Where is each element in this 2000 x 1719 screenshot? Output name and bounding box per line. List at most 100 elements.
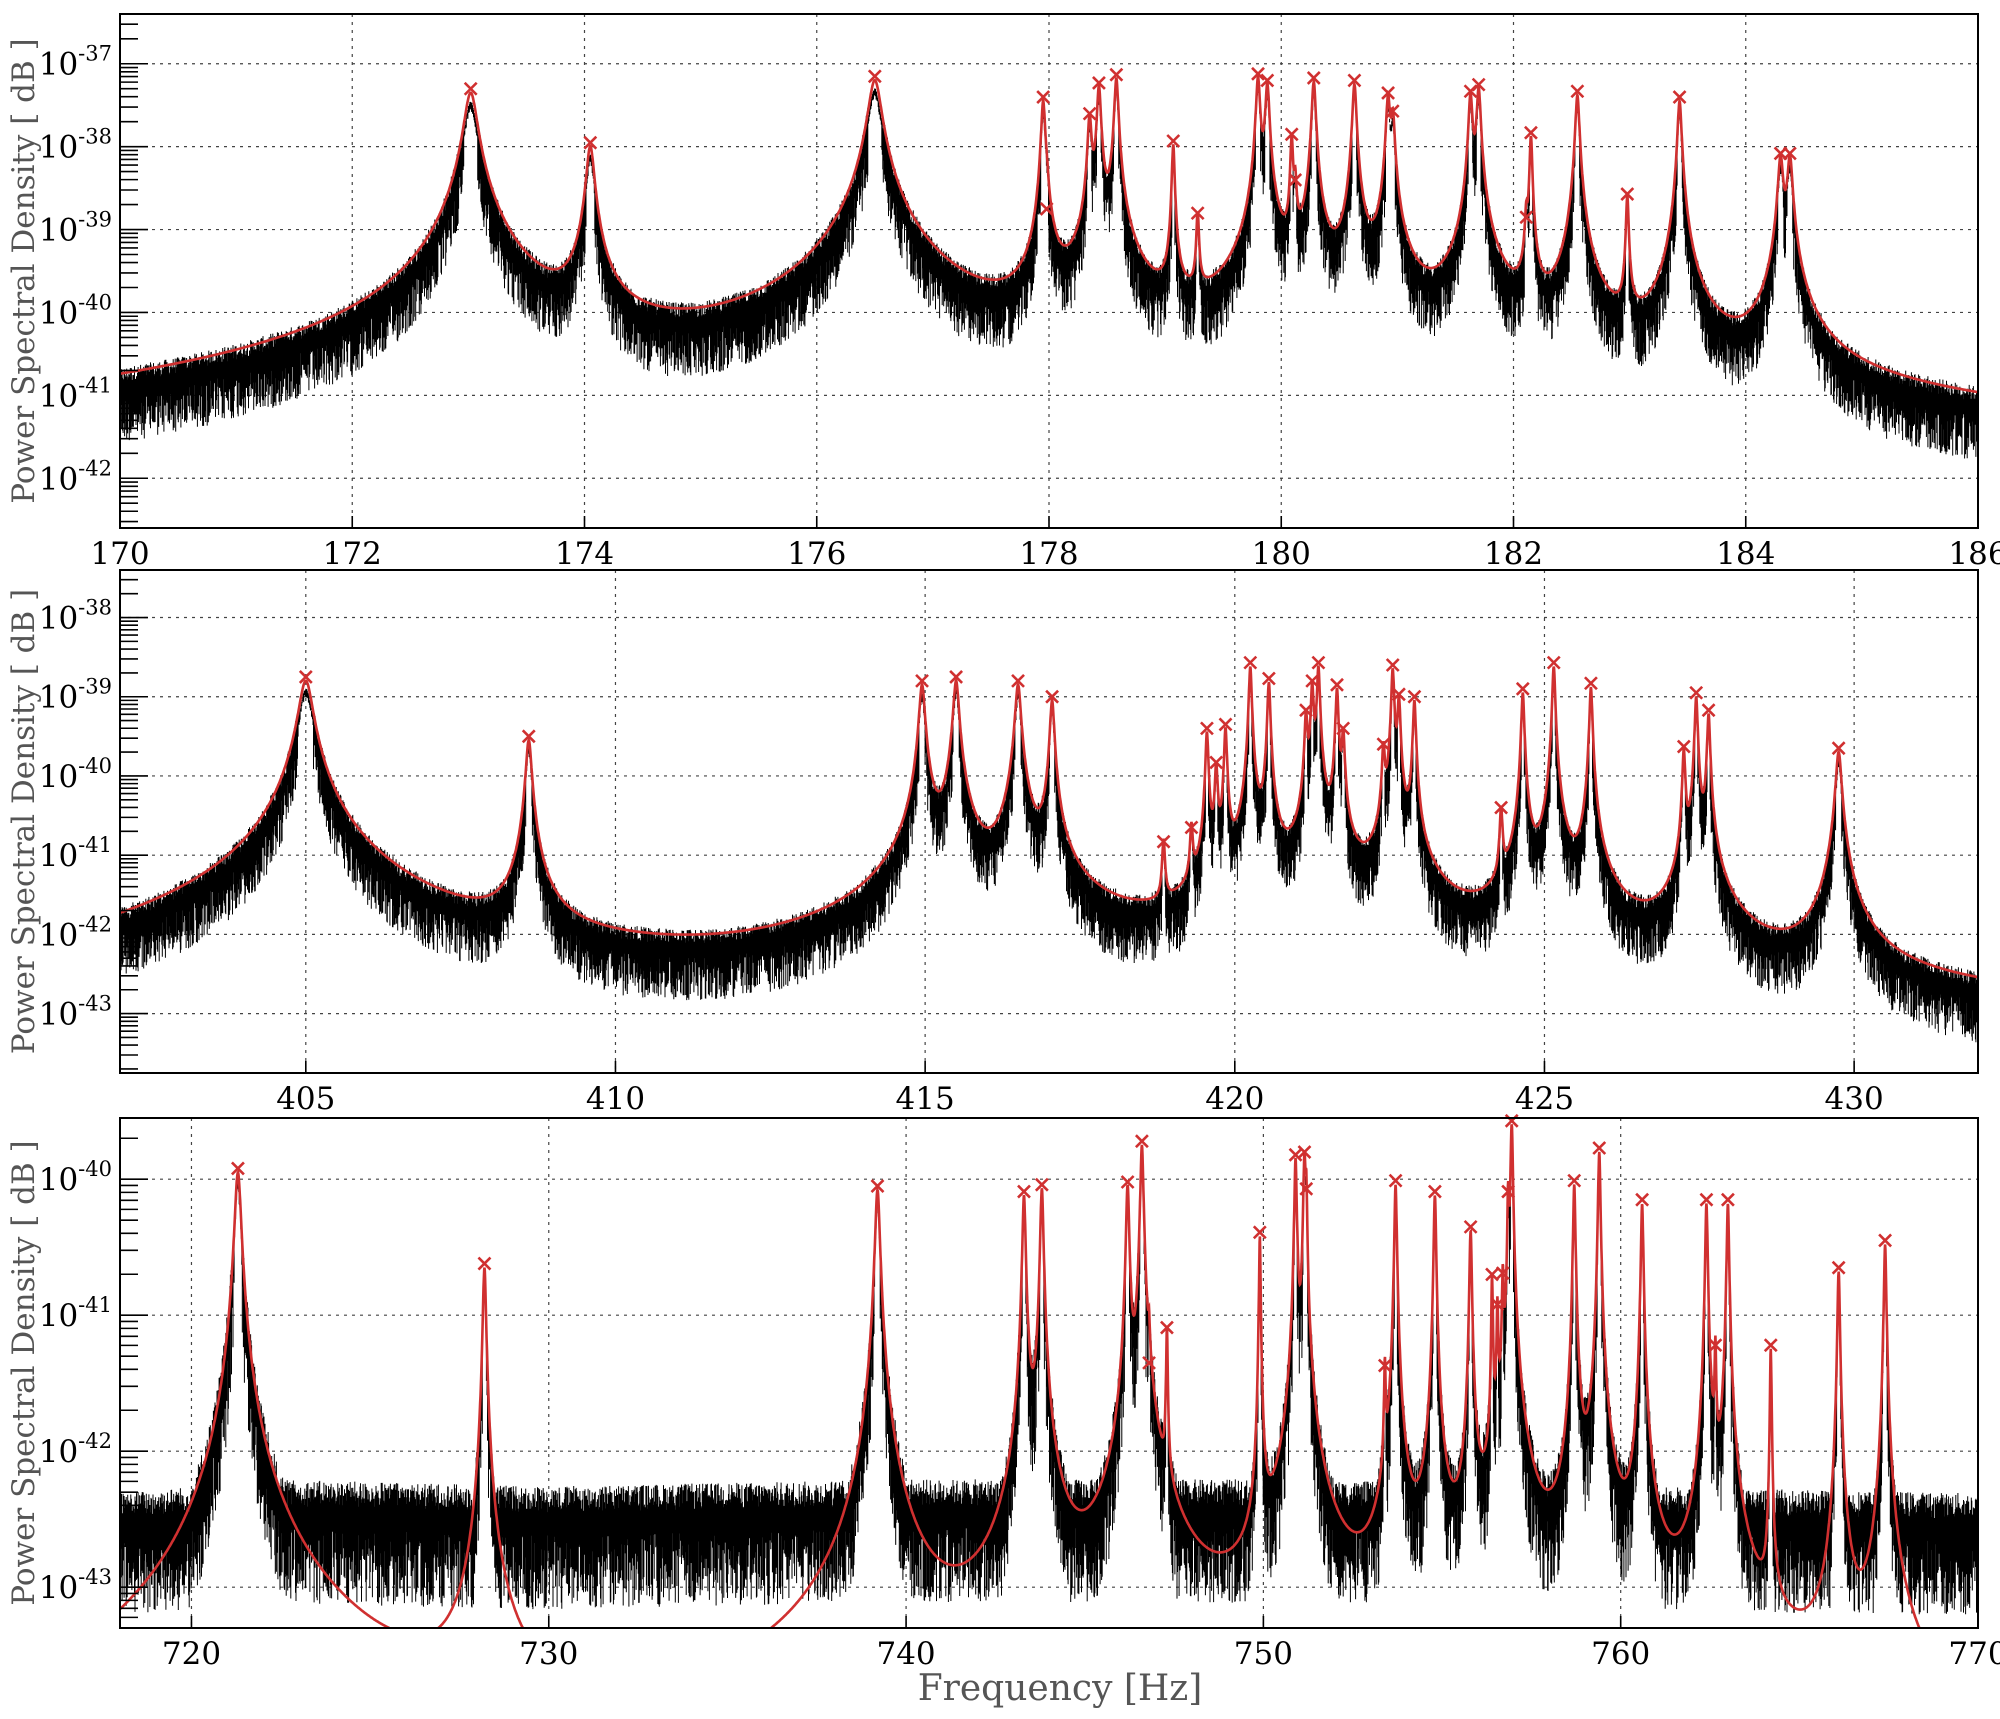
peak-marker — [1036, 90, 1051, 104]
peak-marker — [915, 673, 929, 688]
peak-marker — [1501, 1184, 1516, 1199]
peak-marker — [867, 69, 882, 84]
plot-frame — [119, 13, 1979, 529]
fit-curve — [120, 665, 1978, 979]
peak-marker — [949, 669, 964, 684]
peak-marker — [1166, 134, 1181, 148]
y-tick-label: 10-39 — [39, 675, 112, 716]
peak-marker — [1039, 202, 1054, 216]
peak-marker — [1385, 104, 1400, 119]
peak-marker — [1381, 85, 1396, 100]
peak-marker — [477, 1256, 492, 1271]
y-axis-label: Power Spectral Density [ dB ] — [6, 38, 42, 503]
peak-marker — [230, 1161, 245, 1176]
peak-marker — [1463, 1219, 1478, 1234]
peak-marker — [1592, 1141, 1607, 1155]
peak-marker — [1243, 655, 1258, 670]
x-tick-label: 178 — [1019, 536, 1078, 572]
peak-marker — [1305, 673, 1320, 688]
y-tick-label: 10-42 — [39, 456, 112, 497]
x-tick-label: 430 — [1825, 1081, 1884, 1117]
y-tick-label: 10-42 — [39, 1429, 112, 1470]
peak-marker — [1209, 755, 1224, 770]
x-tick-label: 180 — [1252, 536, 1311, 572]
x-tick-label: 170 — [90, 536, 149, 572]
x-tick-label: 425 — [1515, 1081, 1574, 1117]
peak-marker — [1878, 1233, 1893, 1248]
x-tick-label: 730 — [519, 1636, 578, 1672]
y-tick-label: 10-41 — [39, 833, 112, 874]
x-tick-label: 415 — [896, 1081, 955, 1117]
peak-marker — [1120, 1175, 1135, 1189]
y-tick-label: 10-42 — [39, 912, 112, 953]
peak-marker — [1782, 146, 1797, 161]
peak-marker — [1288, 173, 1303, 187]
plot-frame — [119, 569, 1979, 1074]
peak-marker — [1494, 800, 1509, 815]
peak-marker — [521, 729, 536, 744]
peak-marker — [1567, 1173, 1582, 1188]
x-tick-label: 174 — [555, 536, 614, 572]
x-tick-label: 420 — [1205, 1081, 1264, 1117]
y-axis-label: Power Spectral Density [ dB ] — [6, 589, 42, 1054]
peak-marker — [1672, 90, 1687, 104]
peak-marker — [1427, 1184, 1442, 1199]
peak-marker — [1504, 1113, 1519, 1128]
x-tick-label: 184 — [1716, 536, 1775, 572]
peak-marker — [1407, 689, 1422, 704]
peak-marker — [1311, 655, 1326, 670]
x-tick-label: 750 — [1234, 1636, 1293, 1672]
peak-marker — [1763, 1338, 1778, 1353]
x-tick-label: 182 — [1484, 536, 1543, 572]
peak-marker — [1184, 820, 1199, 835]
panel-3: 720 730 740 750 760 770 10-43 10-42 10-41 10-40Po… — [6, 1113, 2000, 1672]
peak-marker — [1200, 721, 1214, 736]
peak-marker — [1515, 681, 1530, 696]
peak-marker — [1676, 739, 1691, 754]
peak-marker — [1377, 1358, 1392, 1373]
peak-marker — [1306, 71, 1321, 85]
peak-marker — [1299, 1181, 1314, 1196]
y-tick-label: 10-43 — [39, 992, 112, 1033]
peak-marker — [1385, 658, 1400, 672]
peak-marker — [1546, 655, 1561, 670]
x-tick-label: 405 — [276, 1081, 335, 1117]
peak-marker — [1720, 1192, 1735, 1207]
peak-marker — [1701, 703, 1716, 718]
peak-marker — [1261, 671, 1276, 686]
peak-marker — [1330, 677, 1344, 692]
peak-marker — [1251, 66, 1265, 81]
y-tick-label: 10-41 — [39, 1293, 112, 1334]
peak-marker — [1708, 1338, 1723, 1353]
panels: 170 172 174 176 178 180 182 184 186 10-42 10-41 10-… — [6, 13, 2000, 1672]
peak-marker — [1620, 187, 1635, 201]
peak-marker — [1297, 1145, 1312, 1159]
peak-marker — [1218, 717, 1233, 732]
fit-curve — [120, 1124, 1921, 1628]
peak-marker — [1471, 77, 1486, 92]
peak-marker — [1583, 676, 1598, 691]
peak-marker — [1523, 125, 1538, 140]
x-tick-label: 410 — [586, 1081, 645, 1117]
y-tick-label: 10-43 — [39, 1565, 112, 1606]
peak-marker — [1045, 689, 1060, 704]
peak-marker — [1159, 1320, 1174, 1335]
peak-marker — [1156, 834, 1171, 849]
peak-marker — [1485, 1267, 1499, 1282]
peak-marker — [1831, 741, 1846, 756]
peak-marker — [1388, 1173, 1403, 1188]
y-tick-label: 10-40 — [39, 290, 112, 331]
peak-marker — [1142, 1355, 1156, 1370]
peak-marker — [1689, 685, 1704, 700]
panel-2: 405 410 415 420 425 430 10-43 10-42 10-41 10-40 10… — [6, 569, 1979, 1117]
peak-marker — [463, 81, 478, 96]
peak-marker — [1017, 1184, 1031, 1199]
peak-marker — [1699, 1192, 1714, 1207]
peak-marker — [1109, 67, 1124, 82]
peak-marker — [1011, 673, 1025, 688]
y-tick-label: 10-41 — [39, 373, 112, 414]
peak-marker — [1831, 1260, 1846, 1275]
peak-marker — [1570, 84, 1585, 99]
x-axis-label: Frequency [Hz] — [918, 1668, 1203, 1709]
